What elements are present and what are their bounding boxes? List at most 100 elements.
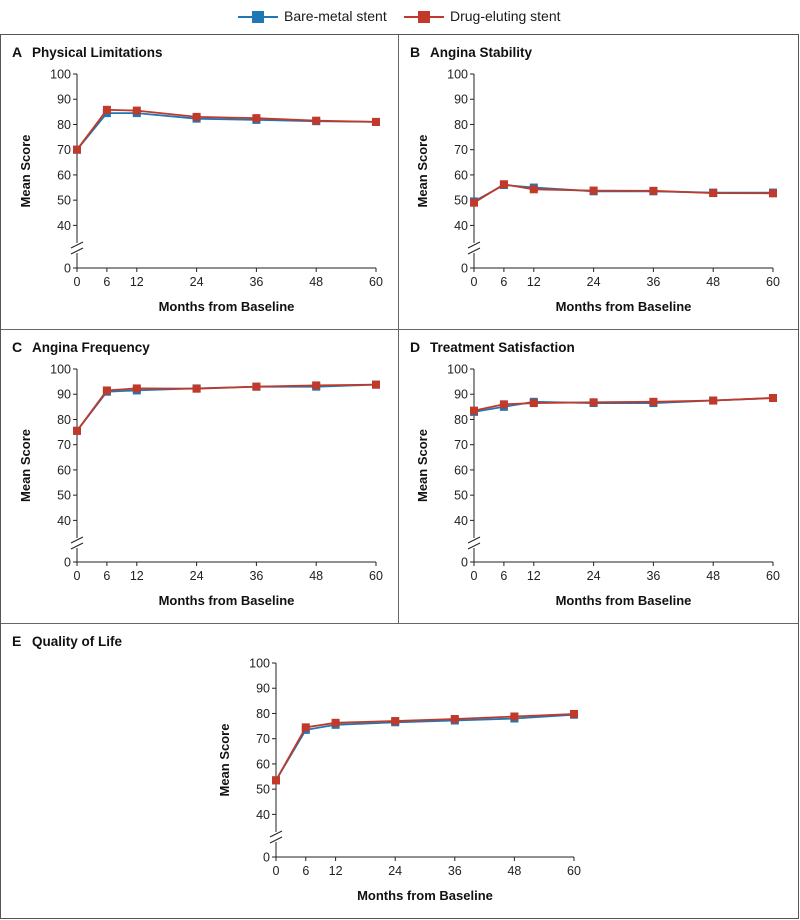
x-tick-label: 36 [646,569,660,583]
y-tick-label: 70 [57,438,71,452]
y-tick-label: 50 [454,194,468,208]
y-tick-label: 40 [57,219,71,233]
data-point-drug-eluting [372,117,380,126]
data-point-drug-eluting [769,394,777,403]
chart-panel-b: B Angina Stability 0 40 50 60 70 80 90 100 0 6 12 24 3… [410,44,780,314]
y-tick-label: 100 [50,68,71,82]
series-line-bare-metal [76,112,377,151]
panel-letter: B [410,44,420,60]
y-axis-break-mark [269,830,283,838]
panel-title: Angina Frequency [32,340,150,355]
panel-letter: C [12,339,22,355]
x-tick-label: 60 [369,569,383,583]
x-axis-title: Months from Baseline [556,593,692,608]
data-point-drug-eluting [529,399,538,408]
chart-panel-d: D Treatment Satisfaction 0 40 50 60 70 80 90 100 0… [410,339,780,608]
data-point-drug-eluting [499,180,508,189]
y-tick-label: 100 [50,363,71,377]
y-tick-label: 80 [57,413,71,427]
x-tick-label: 0 [471,275,478,289]
data-point-drug-eluting [391,717,400,726]
y-axis-break-mark [467,247,481,255]
y-tick-label: 40 [256,808,270,822]
y-tick-label: 80 [454,413,468,427]
y-tick-label: 70 [57,143,71,157]
y-tick-label: 60 [454,168,468,182]
data-point-drug-eluting [470,198,478,207]
x-tick-label: 6 [500,569,507,583]
x-tick-label: 12 [329,864,343,878]
data-point-drug-eluting [132,384,141,393]
x-tick-label: 36 [448,864,462,878]
x-tick-label: 24 [190,569,204,583]
data-point-drug-eluting [331,718,340,727]
x-tick-label: 48 [706,569,720,583]
y-tick-label: 40 [454,219,468,233]
chart-panel-e: E Quality of Life 0 40 50 60 70 80 90 100 0 6 12 24 36… [12,633,581,903]
data-point-drug-eluting [709,189,718,198]
x-tick-label: 36 [249,569,263,583]
series-line-drug-eluting [473,397,774,412]
x-tick-label: 48 [706,275,720,289]
y-axis-title: Mean Score [18,429,33,502]
series-drug-eluting [73,380,380,435]
y-tick-label: 80 [256,707,270,721]
series-line-drug-eluting [76,108,377,151]
y-axis-break-mark [467,542,481,550]
data-point-drug-eluting [589,398,598,407]
x-tick-label: 60 [766,275,780,289]
divider-horizontal-1 [1,329,798,330]
y-axis-title: Mean Score [217,724,232,797]
series-drug-eluting [272,709,578,785]
y-axis-title: Mean Score [18,135,33,208]
legend-label-drug-eluting: Drug-eluting stent [450,8,561,24]
legend: Bare-metal stent Drug-eluting stent [0,0,800,34]
y-axis-title: Mean Score [415,429,430,502]
x-axis-title: Months from Baseline [556,299,692,314]
y-tick-label: 70 [256,732,270,746]
y-tick-label: 70 [454,438,468,452]
y-tick-label: 0 [263,851,270,865]
x-tick-label: 6 [103,275,110,289]
y-tick-label: 90 [454,388,468,402]
x-tick-label: 60 [766,569,780,583]
x-tick-label: 12 [527,275,541,289]
chart-panel-c: C Angina Frequency 0 40 50 60 70 80 90 100 0 6 12 24 3… [12,339,383,608]
data-point-drug-eluting [570,709,578,718]
y-tick-label: 100 [447,68,468,82]
x-axis-title: Months from Baseline [357,888,493,903]
x-tick-label: 60 [369,275,383,289]
y-tick-label: 0 [461,556,468,570]
y-tick-label: 60 [57,168,71,182]
series-bare-metal [73,109,380,154]
data-point-drug-eluting [252,382,261,391]
data-point-drug-eluting [499,400,508,409]
data-point-drug-eluting [450,715,459,724]
x-tick-label: 6 [103,569,110,583]
x-tick-label: 24 [388,864,402,878]
y-tick-label: 70 [454,143,468,157]
series-drug-eluting [470,394,777,415]
panel-letter: D [410,339,420,355]
data-point-drug-eluting [73,145,81,154]
data-point-drug-eluting [102,386,111,395]
panel-letter: A [12,44,22,60]
chart-panel-a: A Physical Limitations 0 40 50 60 70 80 90 100 0 6 1… [12,44,383,314]
legend-label-bare-metal: Bare-metal stent [284,8,387,24]
x-tick-label: 36 [646,275,660,289]
x-tick-label: 24 [587,275,601,289]
divider-horizontal-2 [1,623,798,624]
y-tick-label: 90 [454,93,468,107]
series-bare-metal [470,394,777,416]
series-bare-metal [272,710,578,785]
y-tick-label: 40 [454,514,468,528]
x-tick-label: 0 [74,275,81,289]
x-tick-label: 0 [471,569,478,583]
figure-frame [0,34,799,919]
y-axis-break-mark [269,836,283,844]
data-point-drug-eluting [372,380,380,389]
y-axis-break-mark [70,247,84,255]
data-point-drug-eluting [649,186,658,195]
y-tick-label: 50 [454,489,468,503]
